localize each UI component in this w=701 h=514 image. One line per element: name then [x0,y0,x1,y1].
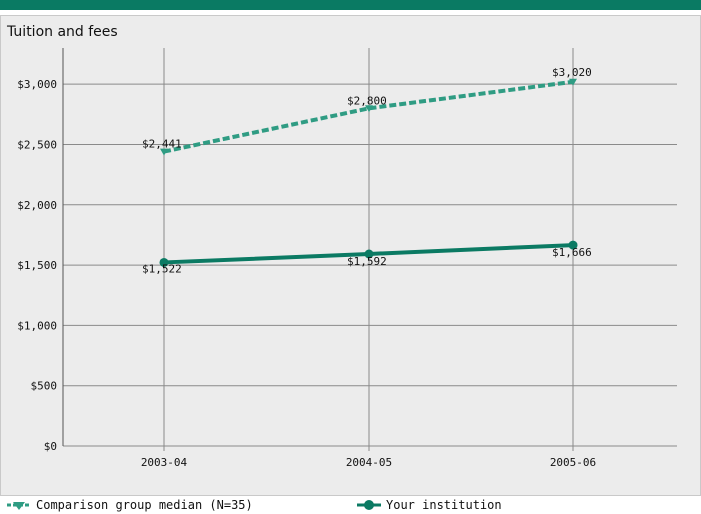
data-label: $3,020 [552,66,592,79]
x-tick-label: 2004-05 [346,456,392,469]
x-tick-label: 2003-04 [141,456,188,469]
header-accent-bar [0,0,701,10]
legend: Comparison group median (N=35) Your inst… [0,496,701,514]
y-tick-label: $1,500 [17,259,57,272]
data-point-marker [364,249,374,259]
solid-line-circle-icon [357,500,381,510]
legend-item-institution[interactable]: Your institution [356,498,502,512]
data-label: $2,441 [142,138,182,151]
y-tick-label: $3,000 [17,78,57,91]
legend-label-comparison: Comparison group median (N=35) [36,498,253,512]
data-point-marker [568,240,578,250]
y-tick-label: $500 [31,380,58,393]
data-point-marker [160,148,168,156]
series-line-0 [163,79,574,154]
x-tick-label: 2005-06 [550,456,596,469]
data-label: $1,592 [347,255,387,268]
y-tick-label: $2,000 [17,199,57,212]
chart-title: Tuition and fees [7,24,118,40]
legend-item-comparison[interactable]: Comparison group median (N=35) [6,498,253,512]
y-tick-label: $0 [44,440,57,453]
data-point-marker [365,105,373,113]
data-label: $1,666 [552,246,592,259]
dashed-line-triangle-icon [7,502,31,510]
legend-label-institution: Your institution [386,498,502,512]
y-tick-label: $1,000 [17,319,57,332]
y-tick-label: $2,500 [17,138,57,151]
data-label: $1,522 [142,262,182,275]
data-point-marker [159,257,169,267]
data-label: $2,800 [347,94,387,107]
data-point-marker [569,78,577,86]
